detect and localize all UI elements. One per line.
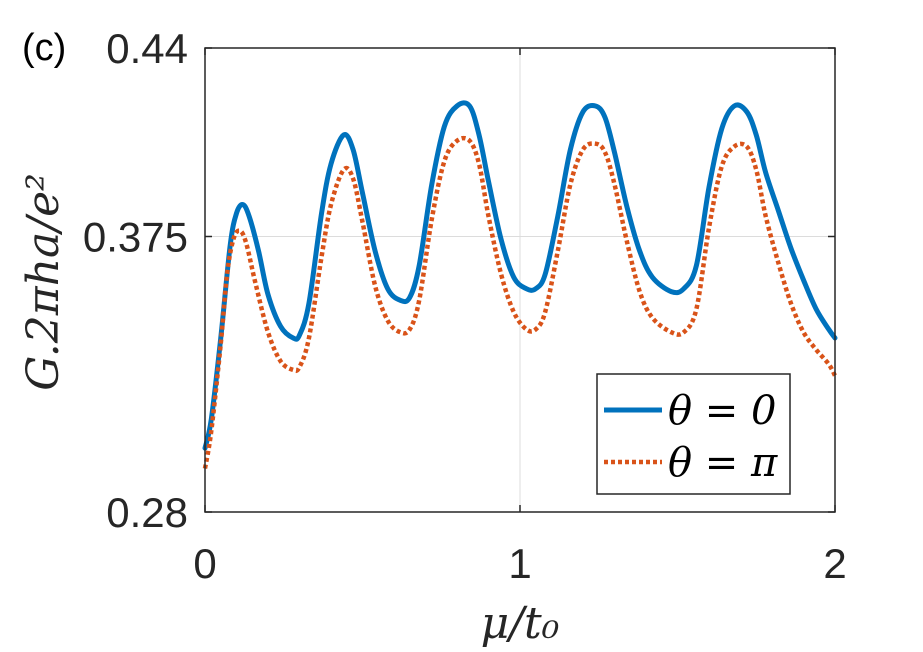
x-axis-label: μ/t₀: [481, 598, 560, 649]
x-tick-label-0: 0: [193, 540, 216, 587]
legend-box: [596, 373, 791, 495]
legend: θ = 0 θ = π: [596, 373, 791, 495]
legend-label-series-2: θ = π: [668, 440, 778, 486]
x-tick-label-2: 2: [823, 540, 846, 587]
tick-labels: 0 1 2 0.28 0.375 0.44: [83, 25, 847, 587]
y-tick-label-0: 0.28: [106, 489, 188, 536]
y-tick-label-1: 0.375: [83, 214, 188, 261]
x-tick-label-1: 1: [508, 540, 531, 587]
series-line-1: [202, 100, 838, 451]
legend-label-series-1: θ = 0: [668, 388, 776, 434]
series-line-2: [202, 135, 838, 469]
tick-marks: [204, 47, 836, 513]
panel-label: (c): [22, 27, 66, 69]
series-layer: [202, 100, 838, 469]
y-axis-label: G.2πha/e²: [18, 173, 69, 391]
y-tick-label-2: 0.44: [106, 25, 188, 72]
